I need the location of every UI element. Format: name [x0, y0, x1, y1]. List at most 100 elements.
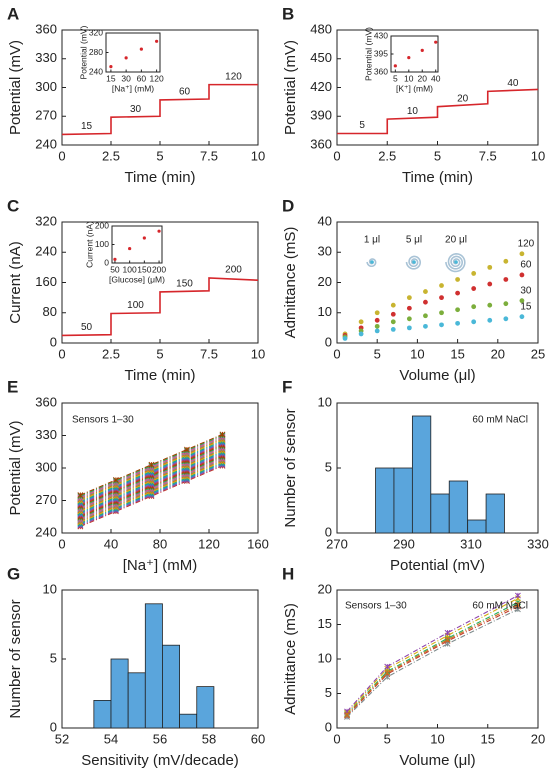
x-tick-label: 2.5: [102, 346, 120, 361]
point: [519, 251, 525, 257]
x-axis-label: [Na⁺] (mM): [123, 557, 198, 574]
marker: [344, 711, 351, 718]
point: [374, 317, 380, 323]
y-tick-label: 30: [318, 244, 332, 259]
series-line: [346, 601, 519, 715]
x-axis-label: Volume (μl): [399, 367, 475, 384]
point: [503, 277, 509, 282]
panel-letter: B: [282, 4, 294, 23]
y-tick-label: 0: [50, 719, 57, 734]
point: [439, 283, 444, 288]
point: [124, 56, 128, 60]
point: [342, 336, 348, 341]
point: [487, 264, 493, 270]
point: [390, 326, 396, 332]
inset-frame: [105, 32, 161, 73]
y-axis-label: Current (nA): [84, 221, 94, 268]
series-line: [346, 595, 519, 712]
x-tick-label: 50: [110, 264, 120, 274]
y-tick-label: 0: [104, 257, 109, 267]
point: [128, 246, 132, 251]
point: [487, 281, 493, 287]
x-tick-label: 20: [531, 731, 545, 746]
spiral-center: [370, 260, 374, 264]
point: [406, 295, 412, 301]
point: [471, 304, 477, 310]
y-axis-label: Admittance (mS): [282, 227, 299, 339]
x-tick-label: 0: [58, 536, 65, 551]
x-tick-label: 10: [531, 148, 545, 163]
point: [390, 302, 396, 308]
point: [434, 40, 438, 44]
bar: [430, 493, 450, 534]
series-line: [346, 606, 519, 716]
x-tick-label: 5: [374, 346, 381, 361]
panel-letter: A: [7, 4, 19, 23]
marker: [384, 669, 391, 676]
y-tick-label: 450: [310, 50, 332, 65]
bar: [393, 467, 413, 534]
point: [455, 277, 460, 282]
y-tick-label: 10: [43, 581, 57, 596]
series-line: [346, 603, 519, 716]
y-tick-label: 280: [89, 47, 103, 57]
y-axis-label: Number of sensor: [282, 408, 299, 527]
y-tick-label: 200: [95, 220, 109, 230]
point: [423, 313, 428, 319]
x-tick-label: 0: [58, 346, 65, 361]
y-tick-label: 20: [318, 581, 332, 596]
point: [455, 290, 460, 296]
point: [113, 257, 117, 261]
annotation: 1 μl: [364, 235, 380, 246]
x-tick-label: 80: [153, 536, 167, 551]
bar: [144, 603, 163, 729]
bar: [110, 658, 129, 729]
point: [374, 328, 380, 334]
x-axis-label: Time (min): [124, 169, 195, 186]
x-tick-label: 10: [251, 346, 265, 361]
y-tick-label: 395: [374, 48, 388, 58]
bar: [411, 415, 432, 534]
point: [406, 305, 412, 311]
x-axis-label: Time (min): [124, 367, 195, 384]
x-tick-label: 40: [104, 536, 118, 551]
x-tick-label: 20: [491, 346, 505, 361]
point: [439, 295, 444, 301]
y-tick-label: 300: [35, 79, 57, 94]
y-tick-label: 10: [318, 650, 332, 665]
y-tick-label: 270: [35, 492, 57, 507]
bar: [162, 644, 180, 729]
bar: [196, 686, 215, 729]
x-tick-label: 0: [333, 346, 340, 361]
point: [455, 320, 460, 326]
x-tick-label: 0: [333, 148, 340, 163]
step-label: 30: [130, 104, 142, 115]
point: [358, 331, 364, 337]
marker: [384, 663, 391, 670]
x-tick-label: 5: [156, 346, 163, 361]
x-tick-label: 120: [150, 73, 164, 83]
panel-letter: G: [7, 564, 20, 583]
point: [109, 65, 113, 69]
x-tick-label: 0: [333, 731, 340, 746]
marker: [77, 492, 84, 499]
annotation: Sensors 1–30: [345, 601, 407, 612]
y-tick-label: 390: [310, 108, 332, 123]
y-tick-label: 0: [325, 524, 332, 539]
y-tick-label: 5: [325, 459, 332, 474]
series-line: [346, 608, 519, 718]
y-tick-label: 5: [325, 685, 332, 700]
marker: [444, 636, 451, 643]
x-tick-label: 2.5: [102, 148, 120, 163]
x-tick-label: 52: [55, 731, 69, 746]
x-tick-label: 60: [137, 73, 147, 83]
panel-letter: D: [282, 196, 294, 215]
annotation: 5 μl: [406, 235, 422, 246]
marker: [514, 601, 521, 608]
point: [157, 229, 161, 233]
point: [471, 319, 477, 325]
marker: [183, 446, 190, 453]
point: [358, 319, 364, 325]
point: [503, 258, 509, 264]
